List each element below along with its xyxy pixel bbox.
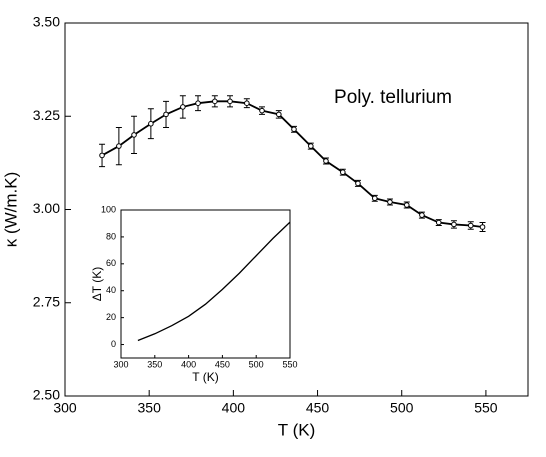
marker	[99, 152, 105, 159]
marker	[291, 126, 297, 133]
y-tick-label: 3.50	[33, 14, 60, 30]
line	[101, 100, 483, 228]
x-tick-label: 550	[474, 400, 498, 416]
marker	[116, 143, 122, 149]
marker	[180, 104, 186, 110]
y-axis-label: ΔT (K)	[90, 267, 104, 301]
y-axis-label: κ (W/m.K)	[2, 172, 21, 248]
y-tick-label: 40	[106, 285, 116, 295]
marker	[403, 202, 410, 208]
x-tick-label: 400	[222, 400, 246, 416]
y-tick-label: 0	[111, 339, 116, 349]
y-tick-label: 100	[101, 204, 116, 214]
marker	[355, 180, 361, 187]
marker	[163, 111, 169, 118]
marker	[451, 221, 457, 228]
marker	[371, 195, 378, 202]
marker	[340, 169, 346, 175]
y-tick-label: 20	[106, 312, 116, 322]
marker	[276, 111, 282, 118]
marker	[227, 98, 233, 105]
marker	[323, 158, 329, 164]
marker	[387, 199, 393, 205]
x-tick-label: 500	[390, 400, 414, 416]
x-tick-label: 450	[306, 400, 330, 416]
marker	[259, 107, 265, 114]
marker	[479, 224, 486, 230]
line	[137, 221, 291, 342]
marker	[419, 212, 425, 218]
x-axis-label: T (K)	[278, 421, 315, 440]
y-tick-label: 2.75	[33, 293, 60, 309]
marker	[148, 120, 154, 127]
y-tick-label: 3.25	[33, 107, 60, 123]
marker	[195, 100, 201, 106]
x-tick-label: 550	[282, 360, 297, 370]
marker	[244, 100, 250, 106]
x-tick-label: 300	[53, 400, 77, 416]
marker	[467, 222, 474, 229]
marker	[308, 143, 314, 149]
marker	[212, 98, 218, 105]
y-tick-label: 3.00	[33, 200, 60, 216]
x-tick-label: 300	[113, 360, 128, 370]
x-tick-label: 450	[215, 360, 230, 370]
x-tick-label: 350	[138, 400, 162, 416]
x-axis-label: T (K)	[192, 370, 218, 384]
marker	[435, 219, 442, 226]
x-tick-label: 400	[181, 360, 196, 370]
y-tick-label: 60	[106, 258, 116, 268]
plot-frame	[120, 209, 291, 359]
x-tick-label: 350	[147, 360, 162, 370]
y-tick-label: 80	[106, 231, 116, 241]
annotation: Poly. tellurium	[334, 87, 452, 108]
y-tick-label: 2.50	[33, 387, 60, 403]
x-tick-label: 500	[249, 360, 264, 370]
marker	[131, 132, 137, 138]
